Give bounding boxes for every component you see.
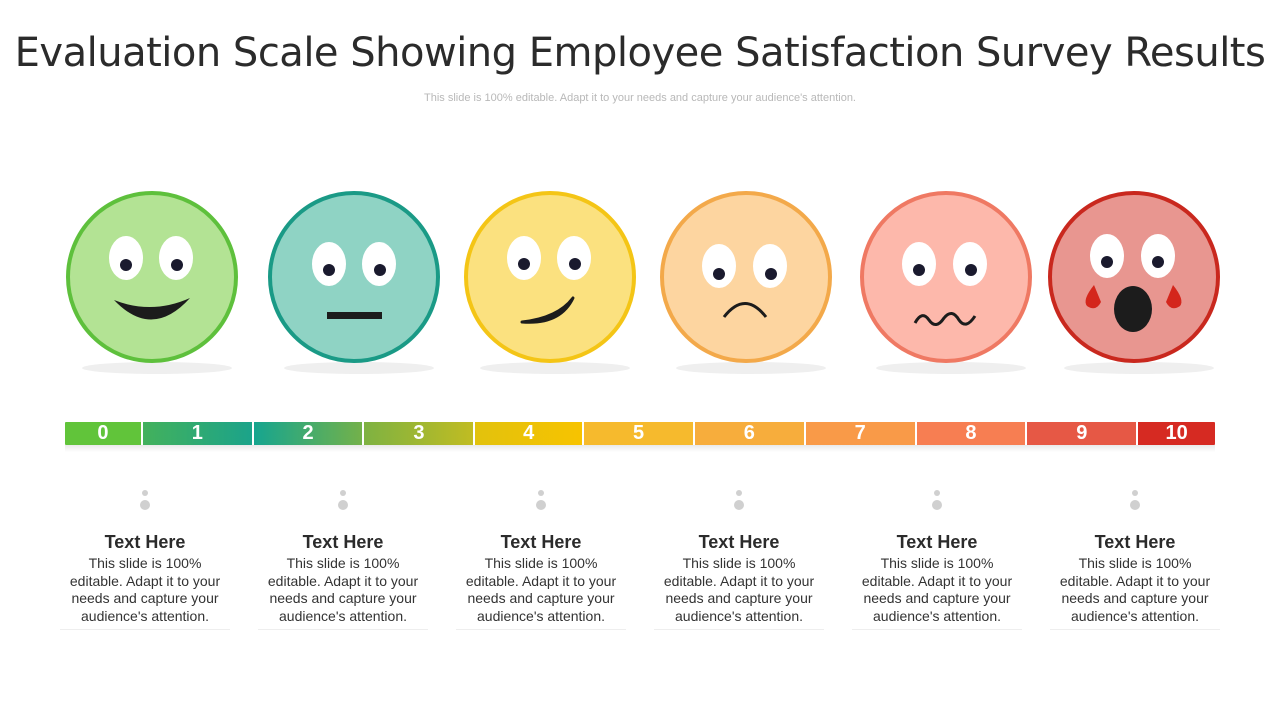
scale-segment-7: 7 — [805, 422, 917, 445]
slide-subtitle: This slide is 100% editable. Adapt it to… — [424, 92, 856, 104]
column-heading: Text Here — [1094, 532, 1176, 552]
connector-dots — [60, 488, 230, 518]
connector-dots — [456, 488, 626, 518]
connector-dots — [1050, 488, 1220, 518]
text-column-6: Text Here This slide is 100% editable. A… — [1050, 488, 1220, 630]
column-heading: Text Here — [104, 532, 186, 552]
scale-segment-2: 2 — [253, 422, 365, 445]
scale-segment-0: 0 — [65, 422, 143, 445]
text-column-1: Text Here This slide is 100% editable. A… — [60, 488, 230, 630]
text-column-2: Text Here This slide is 100% editable. A… — [258, 488, 428, 630]
scale-segment-1: 1 — [142, 422, 254, 445]
neutral-face-icon — [264, 190, 444, 385]
column-text: This slide is 100% editable. Adapt it to… — [852, 555, 1022, 630]
column-text: This slide is 100% editable. Adapt it to… — [258, 555, 428, 630]
shocked-face-icon — [1044, 190, 1224, 385]
scale-segment-10: 10 — [1138, 422, 1215, 445]
text-column-3: Text Here This slide is 100% editable. A… — [456, 488, 626, 630]
text-column-5: Text Here This slide is 100% editable. A… — [852, 488, 1022, 630]
connector-dots — [852, 488, 1022, 518]
column-text: This slide is 100% editable. Adapt it to… — [60, 555, 230, 630]
happy-face-icon — [62, 190, 242, 385]
column-heading: Text Here — [500, 532, 582, 552]
scale-segment-4: 4 — [475, 422, 585, 445]
scale-shadow — [65, 445, 1215, 452]
scale-segment-3: 3 — [364, 422, 476, 445]
scale-segment-6: 6 — [694, 422, 806, 445]
column-heading: Text Here — [896, 532, 978, 552]
text-column-4: Text Here This slide is 100% editable. A… — [654, 488, 824, 630]
connector-dots — [654, 488, 824, 518]
worried-face-icon — [856, 190, 1036, 385]
connector-dots — [258, 488, 428, 518]
column-heading: Text Here — [698, 532, 780, 552]
column-text: This slide is 100% editable. Adapt it to… — [654, 555, 824, 630]
faces-row — [0, 190, 1280, 390]
scale-segment-8: 8 — [916, 422, 1028, 445]
sad-face-icon — [656, 190, 836, 385]
smirk-face-icon — [460, 190, 640, 385]
scale-segment-5: 5 — [584, 422, 695, 445]
column-text: This slide is 100% editable. Adapt it to… — [456, 555, 626, 630]
column-text: This slide is 100% editable. Adapt it to… — [1050, 555, 1220, 630]
column-heading: Text Here — [302, 532, 384, 552]
rating-scale-bar: 0 1 2 3 4 5 6 7 8 9 10 — [65, 422, 1215, 445]
scale-segment-9: 9 — [1027, 422, 1139, 445]
slide-title: Evaluation Scale Showing Employee Satisf… — [14, 30, 1266, 76]
